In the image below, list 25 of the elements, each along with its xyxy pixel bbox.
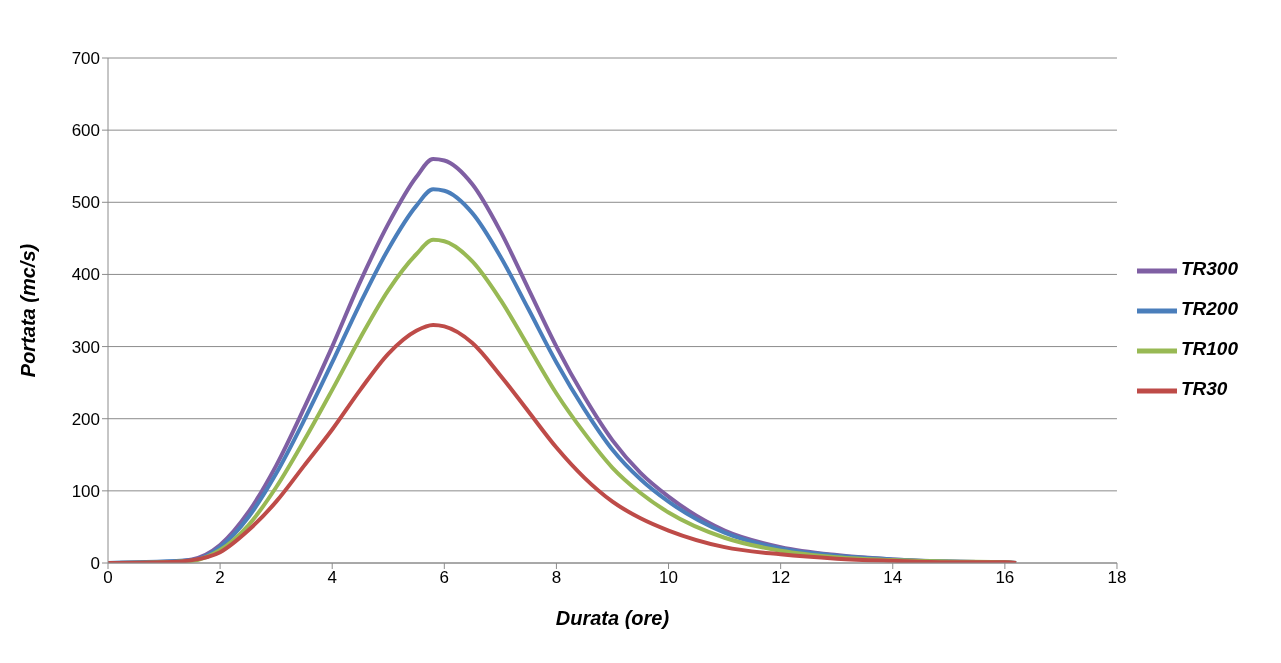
x-tick-label: 10 <box>659 568 678 588</box>
x-tick-label: 12 <box>771 568 791 588</box>
y-tick-label: 600 <box>71 121 100 141</box>
y-tick-label: 500 <box>71 193 100 213</box>
x-tick-label: 0 <box>103 568 113 588</box>
legend-label: TR30 <box>1180 377 1228 399</box>
y-tick-label: 400 <box>71 265 100 285</box>
y-tick-label: 0 <box>90 554 100 574</box>
x-tick-label: 18 <box>1107 568 1127 588</box>
x-axis-title: Durata (ore) <box>555 607 670 629</box>
x-tick-label: 4 <box>327 568 337 588</box>
line-series <box>108 322 1019 563</box>
y-tick-label: 300 <box>71 337 100 357</box>
legend-label: TR200 <box>1180 297 1238 319</box>
x-tick-label: 14 <box>883 568 903 588</box>
x-tick-label: 8 <box>551 568 562 588</box>
y-tick-label: 700 <box>71 49 100 69</box>
legend-label: TR300 <box>1180 257 1238 279</box>
x-tick-label: 16 <box>995 568 1015 588</box>
y-tick-label: 200 <box>71 409 100 429</box>
x-tick-label: 2 <box>215 568 225 588</box>
y-axis-title: Portata (mc/s) <box>17 243 40 378</box>
x-tick-label: 6 <box>439 568 450 588</box>
legend-label: TR100 <box>1180 337 1238 359</box>
y-tick-label: 100 <box>71 481 100 501</box>
